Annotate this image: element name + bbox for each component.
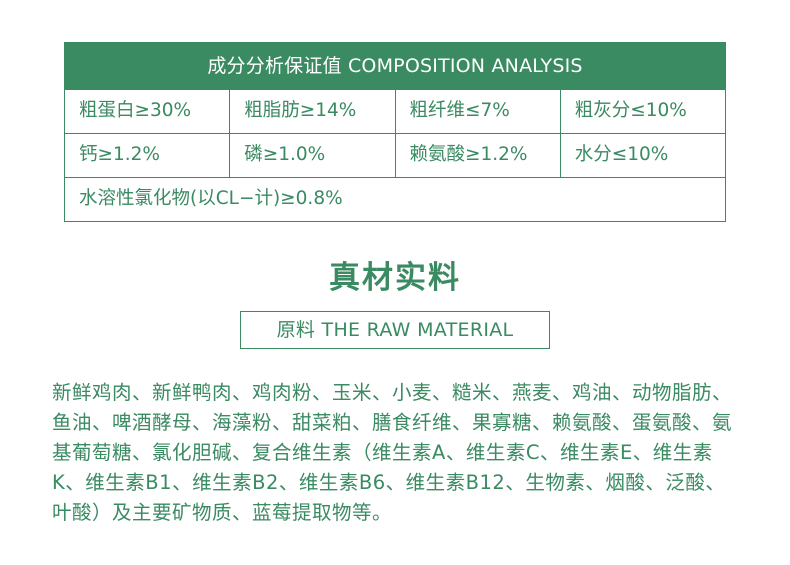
table-row: 钙≥1.2% 磷≥1.0% 赖氨酸≥1.2% 水分≤10% xyxy=(65,133,725,177)
table-cell-wide: 水溶性氯化物(以CL−计)≥0.8% xyxy=(79,188,343,209)
table-row: 水溶性氯化物(以CL−计)≥0.8% xyxy=(65,177,725,221)
composition-table: 成分分析保证值 COMPOSITION ANALYSIS 粗蛋白≥30% 粗脂肪… xyxy=(64,42,726,222)
table-cell: 钙≥1.2% xyxy=(79,144,161,165)
table-cell: 赖氨酸≥1.2% xyxy=(394,134,560,177)
composition-table-header: 成分分析保证值 COMPOSITION ANALYSIS xyxy=(65,43,725,89)
table-cell: 粗蛋白≥30% xyxy=(79,100,192,121)
table-cell: 水分≤10% xyxy=(559,134,725,177)
table-cell: 粗灰分≤10% xyxy=(559,90,725,133)
table-cell: 粗纤维≤7% xyxy=(394,90,560,133)
table-row: 粗蛋白≥30% 粗脂肪≥14% 粗纤维≤7% 粗灰分≤10% xyxy=(65,89,725,133)
table-cell: 磷≥1.0% xyxy=(229,134,394,177)
table-cell: 粗脂肪≥14% xyxy=(229,90,394,133)
section-title: 真材实料 xyxy=(329,260,461,296)
ingredients-paragraph: 新鲜鸡肉、新鲜鸭肉、鸡肉粉、玉米、小麦、糙米、燕麦、鸡油、动物脂肪、鱼油、啤酒酵… xyxy=(52,381,733,524)
raw-material-label: 原料 THE RAW MATERIAL xyxy=(240,311,550,349)
